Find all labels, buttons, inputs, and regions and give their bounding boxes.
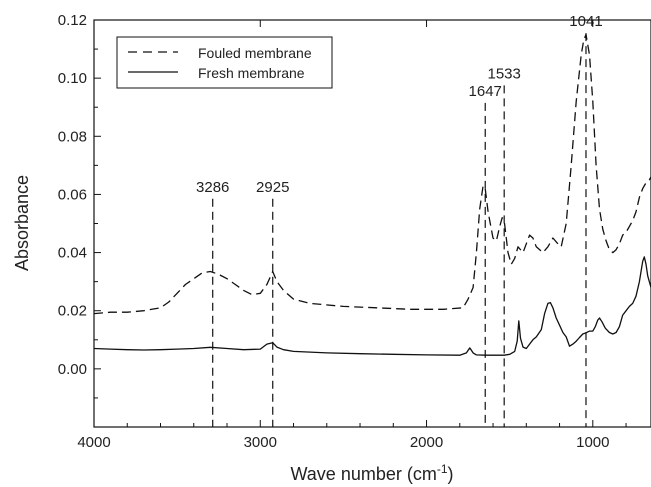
y-tick-label-0.04: 0.04 [58,245,87,262]
x-axis-label: Wave number (cm-1) [290,462,453,484]
x-tick-label-1000: 1000 [576,434,609,451]
x-axis-label-superscript: -1 [437,462,448,476]
peak-label-1041: 1041 [569,13,602,30]
y-axis-label: Absorbance [12,175,32,271]
y-tick-label-0.08: 0.08 [58,128,87,145]
peak-label-1533: 1533 [487,65,520,82]
x-axis-label-main: Wave number (cm [290,464,436,484]
x-tick-label-3000: 3000 [244,434,277,451]
peak-label-3286: 3286 [196,179,229,196]
y-tick-label-0.02: 0.02 [58,303,87,320]
legend-label-fouled: Fouled membrane [198,45,312,61]
y-tick-label-0.12: 0.12 [58,12,87,29]
x-axis-label-close: ) [448,464,454,484]
peak-label-1647: 1647 [469,83,502,100]
y-tick-label-0.06: 0.06 [58,186,87,203]
legend: Fouled membrane Fresh membrane [117,37,332,88]
series-line-fresh [94,257,651,355]
y-tick-label-0.00: 0.00 [58,361,87,378]
peak-label-2925: 2925 [256,179,289,196]
y-tick-label-0.10: 0.10 [58,70,87,87]
legend-label-fresh: Fresh membrane [198,65,305,81]
x-tick-label-2000: 2000 [410,434,443,451]
x-tick-label-4000: 4000 [77,434,110,451]
